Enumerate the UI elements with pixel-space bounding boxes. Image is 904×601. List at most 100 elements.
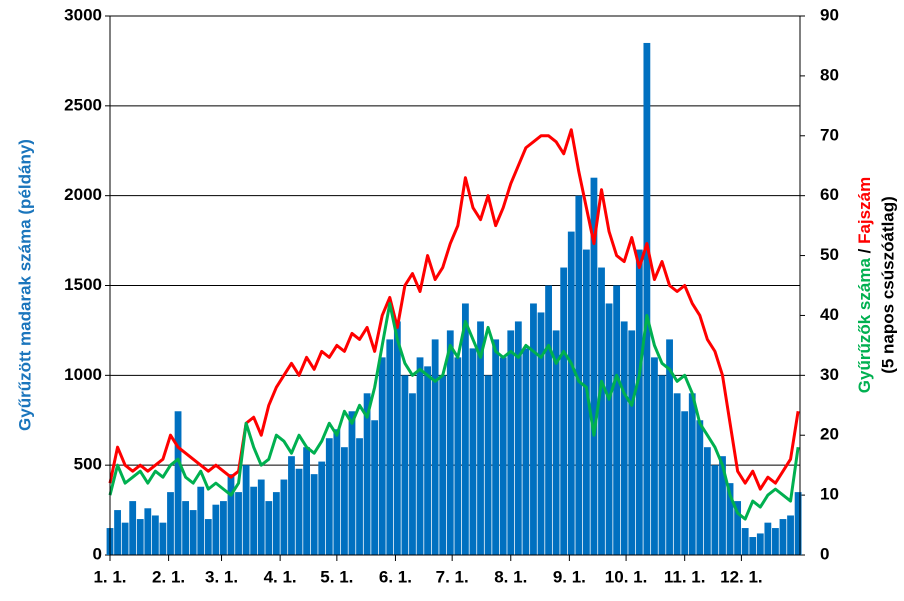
x-tick-label: 2. 1. [152,567,185,586]
bar [658,375,666,555]
bar [114,510,121,555]
bar [469,348,477,555]
y-tick-label: 2000 [64,185,102,204]
bar [560,267,568,555]
bar [530,303,537,555]
bar [242,465,250,555]
bar [280,479,288,555]
bar [772,528,779,555]
bar [492,339,500,555]
x-tick-label: 1. 1. [93,567,126,586]
bar [734,501,742,555]
y2-axis-label: Gyűrűzők száma / Fajszám [855,177,874,393]
y2-tick-label: 40 [820,305,839,324]
y2-tick-label: 30 [820,365,839,384]
bar [295,468,303,555]
x-tick-label: 10. 1. [605,567,648,586]
bar [288,456,295,555]
x-tick-label: 6. 1. [379,567,412,586]
y2-tick-label: 90 [820,5,839,24]
bar [628,330,636,555]
bar [371,420,379,555]
y-tick-label: 2500 [64,95,102,114]
y-axis-label: Gyűrűzött madarak száma (példány) [15,139,34,431]
y2-label-part: Gyűrűzők száma [855,258,874,394]
bar [726,483,734,555]
bar [454,357,462,555]
y-tick-label: 1500 [64,275,102,294]
bar [265,501,273,555]
line [108,128,800,491]
bar [310,474,318,555]
bar [235,492,242,555]
bar [250,486,258,555]
bar [787,515,794,555]
bar [378,357,386,555]
bar [522,348,530,555]
y2-axis-note: (5 napos csúszóátlag) [878,196,897,374]
bar [703,447,711,555]
bar [514,321,522,555]
x-tick-label: 8. 1. [494,567,527,586]
bar [174,411,182,555]
bar [764,522,772,555]
bar [575,195,583,555]
bar [582,249,590,556]
bar [220,501,227,555]
bar [598,267,605,555]
x-tick-label: 3. 1. [205,567,238,586]
bar [431,339,439,555]
bar [227,474,235,555]
bar [635,249,643,556]
bar [719,456,726,555]
x-tick-label: 5. 1. [320,567,353,586]
line [108,301,800,521]
y-tick-label: 3000 [64,5,102,24]
bar [416,357,424,555]
bar [651,357,658,555]
bar [197,486,205,555]
y2-tick-label: 0 [820,544,829,563]
bar [741,528,749,555]
x-tick-label: 11. 1. [664,567,706,586]
bar [711,465,719,555]
bar [333,429,341,555]
bar [136,519,144,555]
bar [159,522,167,555]
bar [461,303,469,555]
bar [605,303,613,555]
bar [167,492,174,555]
bar [537,312,545,555]
bar [567,231,575,555]
bar [446,330,454,555]
bar [386,339,394,555]
bar [129,501,137,555]
bar [182,501,190,555]
bar [749,537,757,555]
x-tick-label: 12. 1. [720,567,763,586]
bar [681,411,689,555]
bar [643,42,651,555]
bar [499,357,507,555]
bar [393,321,401,555]
bar [401,375,409,555]
bar [688,393,696,555]
bar [666,339,673,555]
bar [545,285,552,555]
x-tick-label: 7. 1. [436,567,469,586]
y2-label-part: / [855,244,874,258]
bar [341,447,348,555]
bar [303,447,311,555]
bar [363,393,371,555]
bar [620,321,628,555]
bar [189,510,197,555]
y-tick-label: 1000 [64,365,102,384]
bar [212,504,220,555]
bar [439,375,447,555]
y2-tick-label: 60 [820,185,839,204]
bar [257,479,265,555]
y2-tick-label: 10 [820,485,839,504]
bar [356,438,363,555]
y2-tick-label: 80 [820,65,839,84]
